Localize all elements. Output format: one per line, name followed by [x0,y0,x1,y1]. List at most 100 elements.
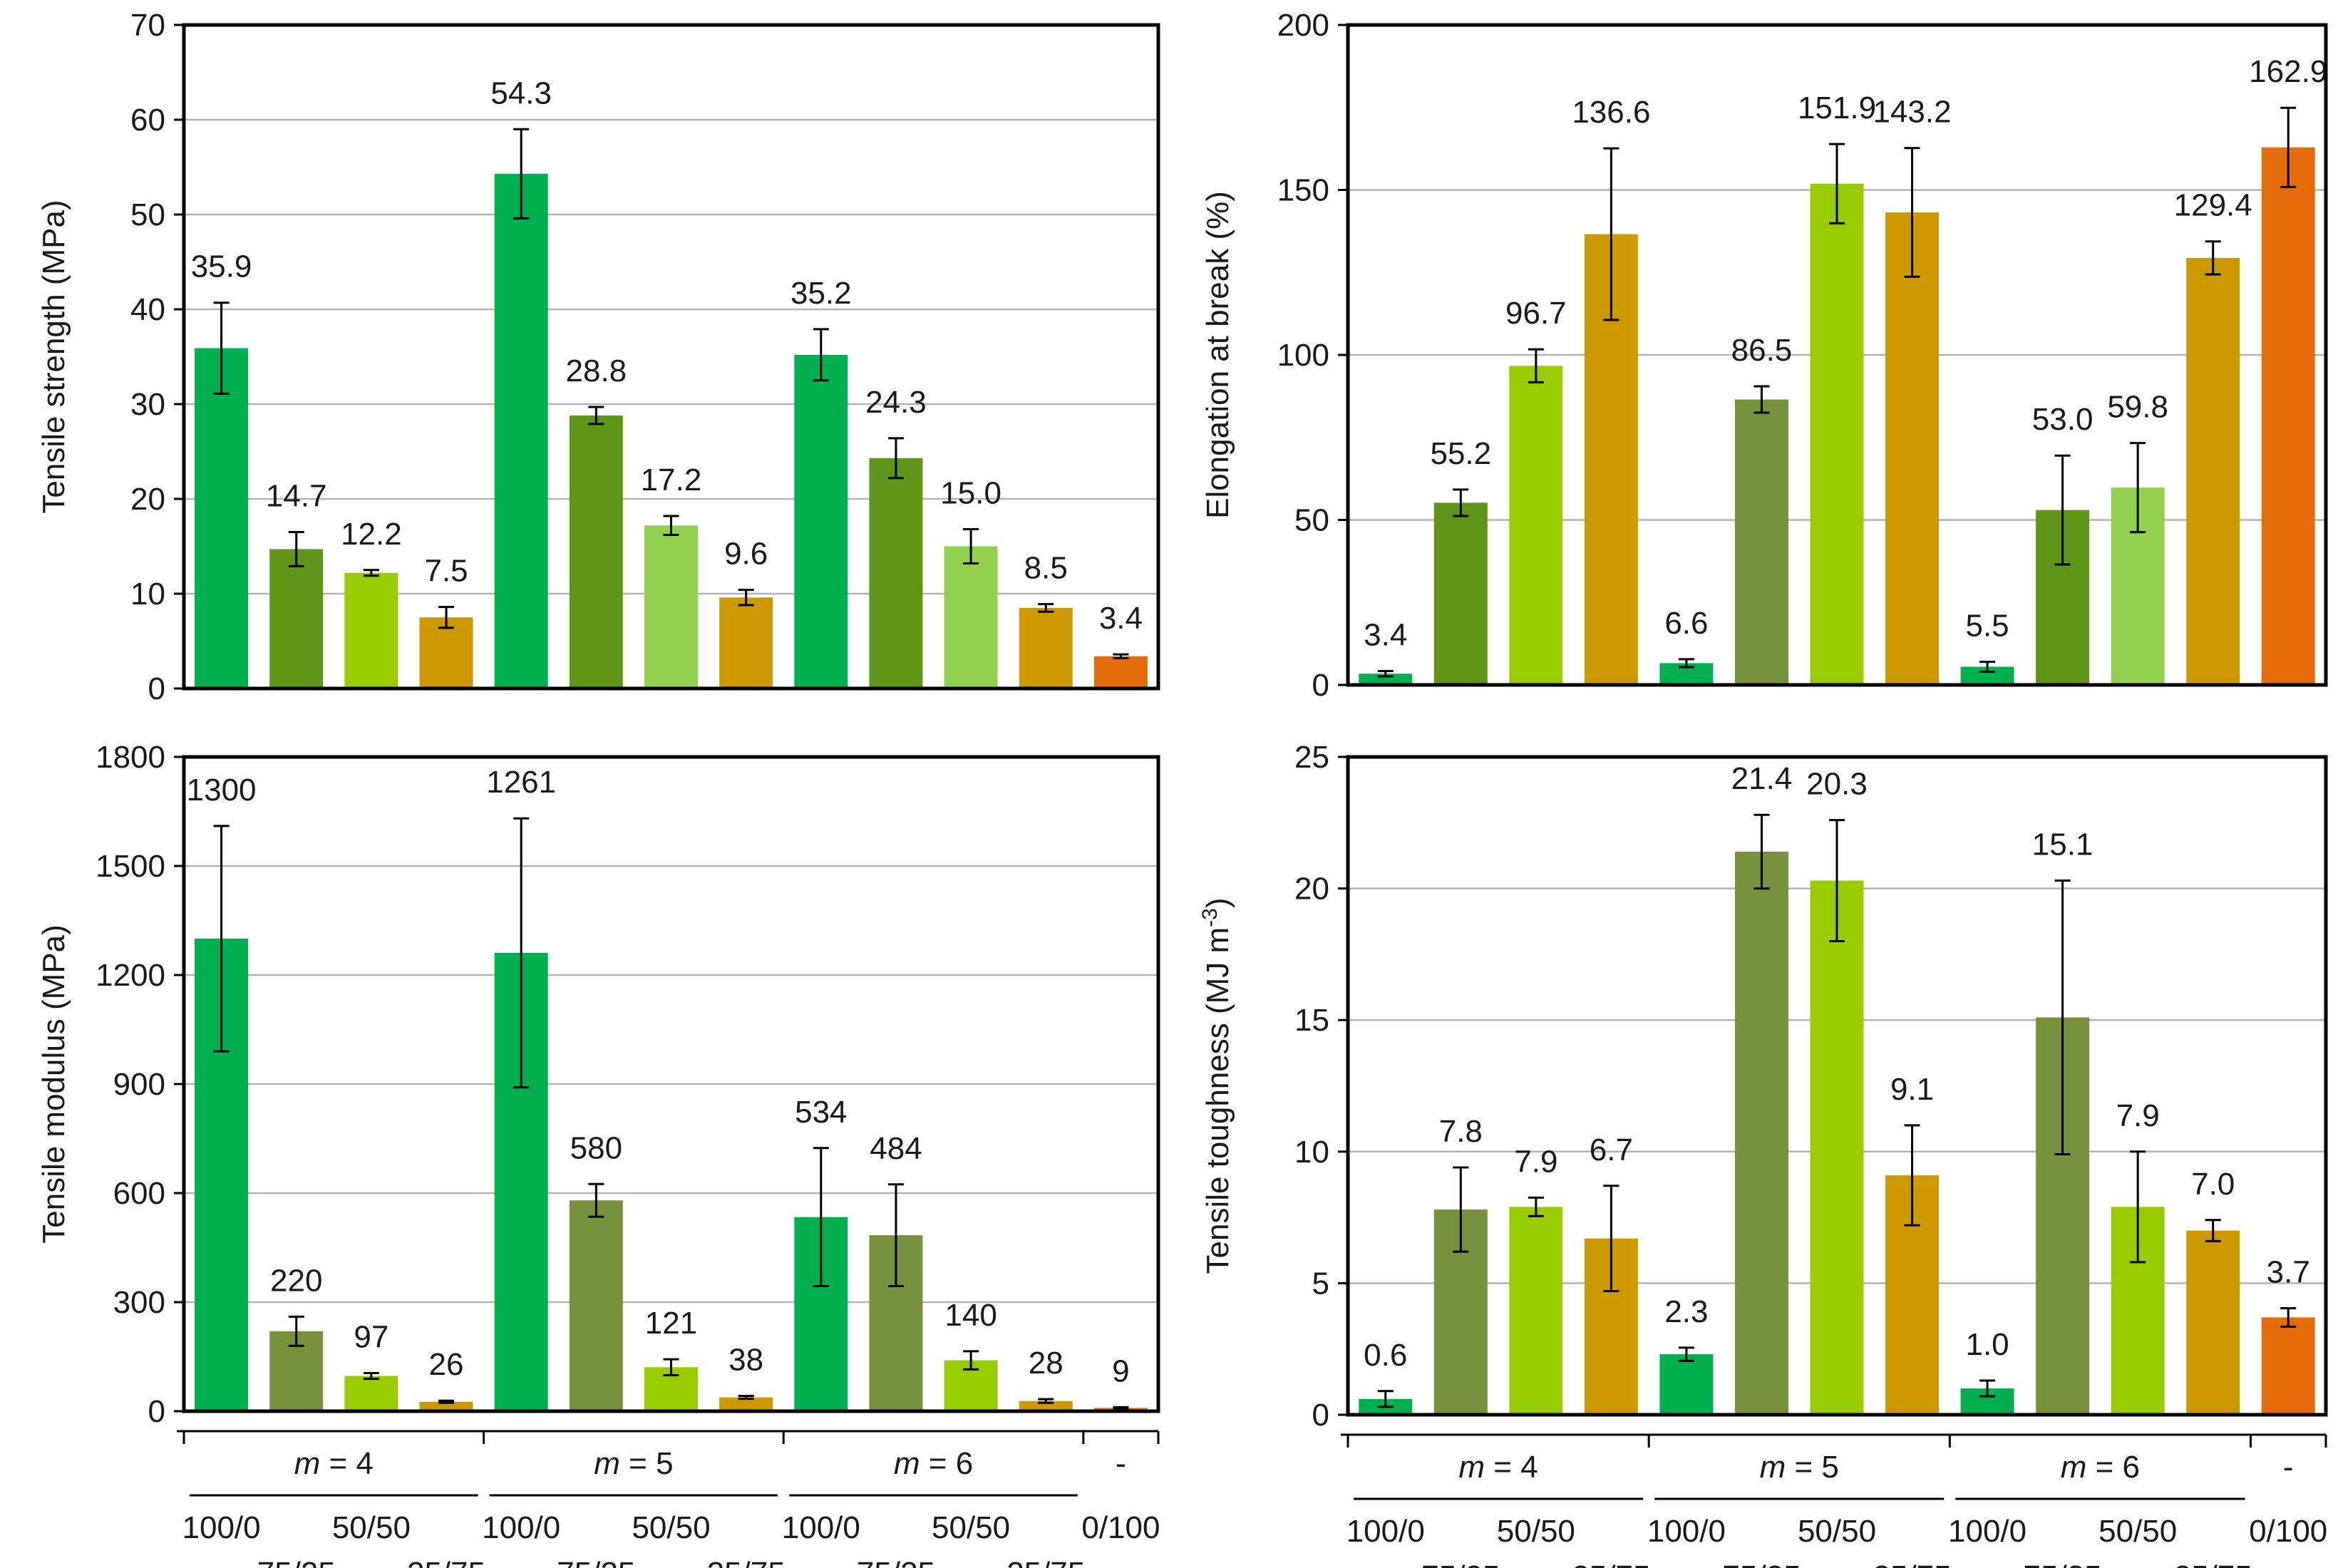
data-label: 534 [795,1095,847,1130]
bar [344,1376,398,1411]
y-tick-label: 50 [130,197,165,232]
group-label-value: - [1116,1446,1126,1481]
data-label: 15.0 [940,476,1001,511]
y-tick-label: 0 [148,1394,165,1429]
data-label: 151.9 [1798,91,1876,125]
group-label: m = 4 [294,1446,374,1481]
ratio-label: 25/75 [2174,1559,2252,1568]
data-label: 0.6 [1364,1338,1407,1373]
bar [569,1200,623,1411]
y-tick-label: 70 [130,8,165,43]
bar [644,525,698,688]
y-axis-title-text: Tensile toughness (MJ m [1200,927,1235,1274]
y-tick-label: 1500 [96,849,165,884]
data-label: 7.9 [2116,1098,2160,1133]
data-label: 6.7 [1590,1133,1633,1167]
ratio-label: 50/50 [932,1510,1010,1545]
plot-frame [182,23,1160,691]
plot-frame [182,755,1160,1413]
data-label: 35.2 [790,276,852,311]
chart-tensile-strength: 0 10 20 30 40 50 60 70 35.9 14.7 12.2 7.5 54.3 28.8 17… [36,8,1160,706]
y-tick-label: 1200 [96,958,165,993]
bar [1734,851,1788,1415]
bar [1509,1207,1563,1415]
bar [1433,502,1488,685]
y-tick-label: 20 [130,482,165,517]
bar [1659,1354,1714,1415]
y-tick-label: 300 [113,1285,165,1320]
bar [2186,257,2240,685]
data-label: 38 [728,1343,763,1378]
group-label: m = 6 [894,1446,973,1481]
bar [2261,1317,2315,1415]
group-label-value: = 4 [1485,1450,1538,1485]
bar [419,617,473,688]
data-label: 129.4 [2174,188,2252,223]
bar [1019,1401,1073,1411]
group-label-var: m [2061,1450,2087,1485]
bar [2261,147,2315,685]
ratio-label: 50/50 [332,1510,411,1545]
data-label: 1300 [187,773,257,808]
data-label: 220 [270,1263,322,1298]
y-tick-label: 15 [1294,1003,1329,1038]
y-axis-title: Tensile modulus (MPa) [36,924,71,1244]
y-tick-label: 200 [1277,8,1329,43]
y-tick-label: 900 [113,1067,165,1102]
bar [1734,399,1788,685]
y-tick-label: 30 [130,387,165,422]
chart-elongation-at-break: 0 50 100 150 200 3.4 55.2 96.7 136.6 6.6 86.5 151.9… [1200,8,2328,703]
chart-tensile-modulus: 0 300 600 900 1200 1500 1800 1300 220 97 26 1261 580… [36,740,1160,1429]
data-label: 8.5 [1024,551,1068,586]
y-tick-label: 100 [1277,338,1329,373]
group-label-value: = 5 [620,1446,674,1481]
chart-tensile-toughness: 0 5 10 15 20 25 0.6 7.8 7.9 6.7 2.3 21.4 20.3 9.1 1.0 1… [1198,740,2328,1433]
plot-frame [1346,755,2328,1417]
group-label-var: m [294,1446,321,1481]
ratio-label: 75/25 [1722,1559,1801,1568]
bar [944,546,998,688]
y-tick-label: 40 [130,292,165,327]
x-axis-labels-left: m = 4 100/0 50/50 75/25 25/75 m = 5 100/0 50/50… [177,1430,1160,1568]
bar [1885,212,1940,685]
y-axis-title-text: Elongation at break (%) [1200,191,1235,519]
data-label: 9 [1112,1353,1129,1388]
y-tick-label: 1800 [96,740,165,775]
data-label: 15.1 [2032,827,2093,862]
y-tick-label: 0 [148,671,165,706]
data-label: 54.3 [490,76,552,110]
bar [569,415,623,688]
ratio-label: 100/0 [482,1510,560,1545]
ratio-label: 100/0 [1647,1514,1726,1549]
data-label: 580 [570,1130,622,1165]
bar [1509,366,1563,685]
y-tick-label: 150 [1277,173,1329,208]
data-label: 162.9 [2249,54,2327,89]
data-label: 7.8 [1439,1114,1483,1149]
bar [719,597,773,688]
group-label-value: - [2283,1450,2294,1485]
ratio-label: 25/75 [407,1556,485,1568]
data-label: 9.6 [724,537,768,572]
ratio-label: 100/0 [1948,1514,2026,1549]
data-label: 12.2 [341,517,402,552]
data-label: 5.5 [1965,609,2009,644]
bar [1810,183,1864,685]
data-label: 1261 [486,765,556,800]
data-label: 484 [870,1131,922,1166]
ratio-label: 25/75 [1572,1559,1650,1568]
group-label: m = 5 [594,1446,673,1481]
bar [794,354,848,688]
y-axis-title-superscript: -3 [1198,908,1222,927]
y-axis-title: Tensile toughness (MJ m-3) [1198,898,1235,1274]
data-label: 1.0 [1965,1327,2009,1362]
group-label: m = 6 [2061,1450,2140,1485]
data-label: 3.7 [2267,1254,2310,1289]
ratio-label: 0/100 [2249,1514,2327,1549]
ratio-label: 50/50 [1497,1514,1575,1549]
data-label: 140 [944,1298,996,1333]
data-label: 53.0 [2032,402,2093,437]
data-label: 35.9 [191,249,252,284]
